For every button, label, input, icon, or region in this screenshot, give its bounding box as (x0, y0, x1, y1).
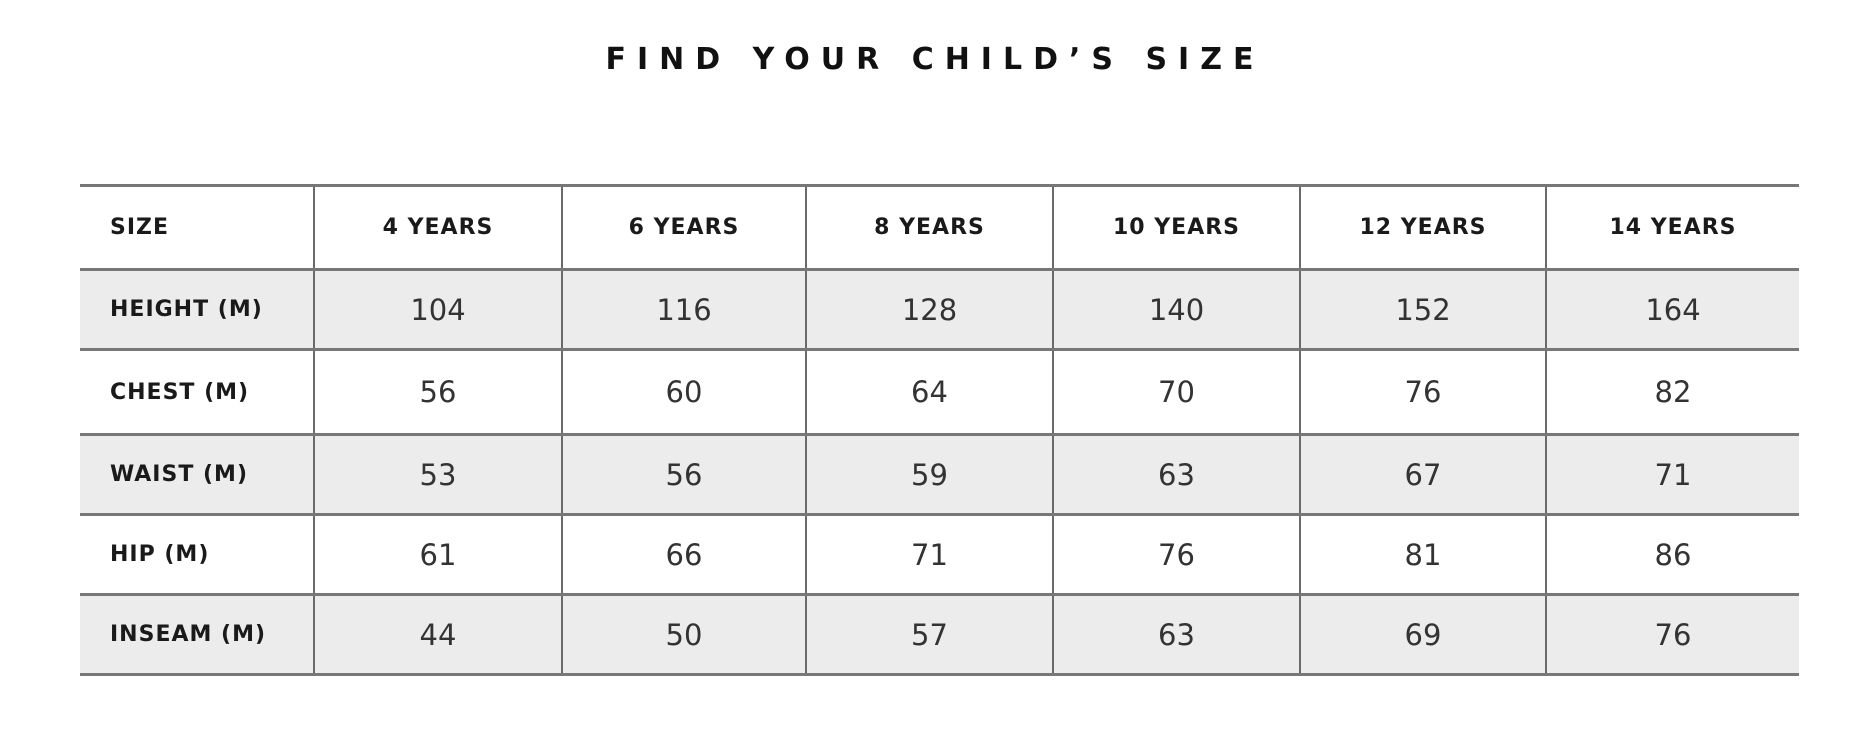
value-cell: 76 (1299, 348, 1547, 436)
table-row: HIP (M) 61 66 71 76 81 86 (80, 513, 1799, 596)
value-cell: 44 (313, 593, 563, 676)
size-chart-table: SIZE 4 YEARS 6 YEARS 8 YEARS 10 YEARS 12… (80, 184, 1799, 676)
value-cell: 57 (805, 593, 1054, 676)
value-cell: 53 (313, 433, 563, 516)
header-cell: SIZE (80, 184, 315, 271)
header-cell: 12 YEARS (1299, 184, 1547, 271)
row-label: HIP (M) (80, 513, 315, 596)
value-cell: 70 (1052, 348, 1301, 436)
table-row: INSEAM (M) 44 50 57 63 69 76 (80, 593, 1799, 676)
value-cell: 61 (313, 513, 563, 596)
value-cell: 71 (1545, 433, 1799, 516)
row-label: HEIGHT (M) (80, 268, 315, 351)
value-cell: 86 (1545, 513, 1799, 596)
value-cell: 82 (1545, 348, 1799, 436)
row-label: CHEST (M) (80, 348, 315, 436)
value-cell: 104 (313, 268, 563, 351)
header-cell: 8 YEARS (805, 184, 1054, 271)
table-row: HEIGHT (M) 104 116 128 140 152 164 (80, 268, 1799, 351)
value-cell: 56 (313, 348, 563, 436)
header-cell: 10 YEARS (1052, 184, 1301, 271)
value-cell: 128 (805, 268, 1054, 351)
value-cell: 63 (1052, 433, 1301, 516)
value-cell: 59 (805, 433, 1054, 516)
page-title: FIND YOUR CHILD’S SIZE (605, 42, 1265, 77)
value-cell: 164 (1545, 268, 1799, 351)
table-row: WAIST (M) 53 56 59 63 67 71 (80, 433, 1799, 516)
table-header-row: SIZE 4 YEARS 6 YEARS 8 YEARS 10 YEARS 12… (80, 184, 1799, 271)
row-label: INSEAM (M) (80, 593, 315, 676)
value-cell: 76 (1052, 513, 1301, 596)
value-cell: 66 (561, 513, 807, 596)
value-cell: 56 (561, 433, 807, 516)
value-cell: 140 (1052, 268, 1301, 351)
value-cell: 76 (1545, 593, 1799, 676)
value-cell: 60 (561, 348, 807, 436)
value-cell: 71 (805, 513, 1054, 596)
value-cell: 81 (1299, 513, 1547, 596)
header-cell: 14 YEARS (1545, 184, 1799, 271)
header-cell: 6 YEARS (561, 184, 807, 271)
value-cell: 116 (561, 268, 807, 351)
value-cell: 63 (1052, 593, 1301, 676)
value-cell: 69 (1299, 593, 1547, 676)
value-cell: 50 (561, 593, 807, 676)
value-cell: 67 (1299, 433, 1547, 516)
value-cell: 152 (1299, 268, 1547, 351)
value-cell: 64 (805, 348, 1054, 436)
header-cell: 4 YEARS (313, 184, 563, 271)
row-label: WAIST (M) (80, 433, 315, 516)
table-row: CHEST (M) 56 60 64 70 76 82 (80, 348, 1799, 436)
